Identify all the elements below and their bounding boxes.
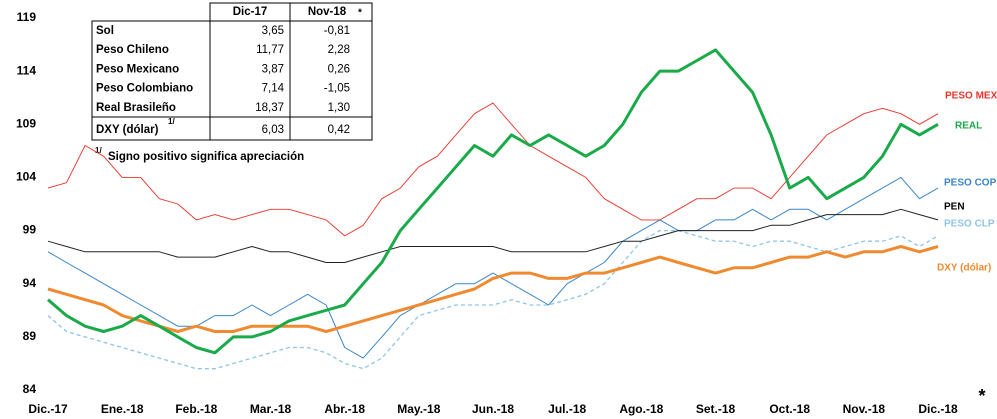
table-header: * <box>358 8 362 19</box>
row-value: -1,05 <box>324 83 350 95</box>
x-tick-label: May.-18 <box>397 402 440 416</box>
row-value: 3,87 <box>262 63 284 75</box>
row-value: 2,28 <box>328 44 350 56</box>
row-value: 7,14 <box>262 83 285 95</box>
row-label: Real Brasileño <box>96 102 176 114</box>
x-tick-label: Jul.-18 <box>548 402 586 416</box>
y-tick-label: 84 <box>23 382 37 396</box>
y-tick-label: 89 <box>23 329 37 343</box>
series-line <box>47 208 939 263</box>
x-tick-label: Ago.-18 <box>619 402 663 416</box>
row-value: 6,03 <box>262 124 284 136</box>
row-value: 3,65 <box>262 25 284 37</box>
series-label: PESO CLP <box>944 219 995 230</box>
series-label: DXY (dólar) <box>937 263 991 274</box>
row-value: 0,42 <box>328 124 350 136</box>
series-line <box>47 229 939 370</box>
y-tick-label: 109 <box>16 116 36 130</box>
row-label: Peso Chileno <box>96 44 169 56</box>
series-label: PEN <box>944 202 965 213</box>
series-line <box>47 102 939 237</box>
series-line <box>47 245 939 333</box>
row-value: 1,30 <box>328 102 350 114</box>
x-tick-label: Ene.-18 <box>101 402 144 416</box>
row-value: -0,81 <box>324 25 350 37</box>
x-tick-label: Dic.-17 <box>28 402 68 416</box>
series-label: PESO MEX <box>945 91 997 102</box>
x-tick-label: Abr.-18 <box>324 402 365 416</box>
row-label: DXY (dólar) <box>96 124 159 136</box>
series-line <box>47 48 939 355</box>
series-label: PESO COP <box>944 178 997 189</box>
series-label: REAL <box>955 121 982 132</box>
y-tick-label: 119 <box>17 10 37 24</box>
footnote-sup: 1/ <box>95 146 102 155</box>
row-value: 11,77 <box>256 44 284 56</box>
table-header: Dic-17 <box>233 6 268 18</box>
y-tick-label: 114 <box>17 63 37 77</box>
x-tick-label: Feb.-18 <box>175 402 217 416</box>
x-tick-label: Jun.-18 <box>472 402 514 416</box>
x-tick-label: Set.-18 <box>696 402 736 416</box>
row-label: Peso Colombiano <box>96 83 193 95</box>
x-tick-label: Oct.-18 <box>769 402 810 416</box>
row-label: Sol <box>96 25 114 37</box>
footnote: Signo positivo significa apreciación <box>108 151 304 163</box>
y-tick-label: 99 <box>23 223 37 237</box>
y-tick-label: 104 <box>16 170 36 184</box>
x-tick-label: Mar.-18 <box>250 402 292 416</box>
row-value: 0,26 <box>328 63 350 75</box>
x-tick-label: Dic.-18 <box>918 402 958 416</box>
row-value: 18,37 <box>255 102 284 114</box>
row-label-sup: 1/ <box>168 117 175 126</box>
table-header: Nov-18 <box>308 6 347 18</box>
row-label: Peso Mexicano <box>96 63 179 75</box>
table-border <box>91 116 373 141</box>
x-tick-label: Nov.-18 <box>843 402 886 416</box>
y-tick-label: 94 <box>23 276 37 290</box>
note: * <box>978 386 985 406</box>
table-border <box>91 20 373 119</box>
summary-table: Dic-17 Nov-18 * Sol 3,65 -0,81 Peso Chileno 11,… <box>91 2 373 163</box>
